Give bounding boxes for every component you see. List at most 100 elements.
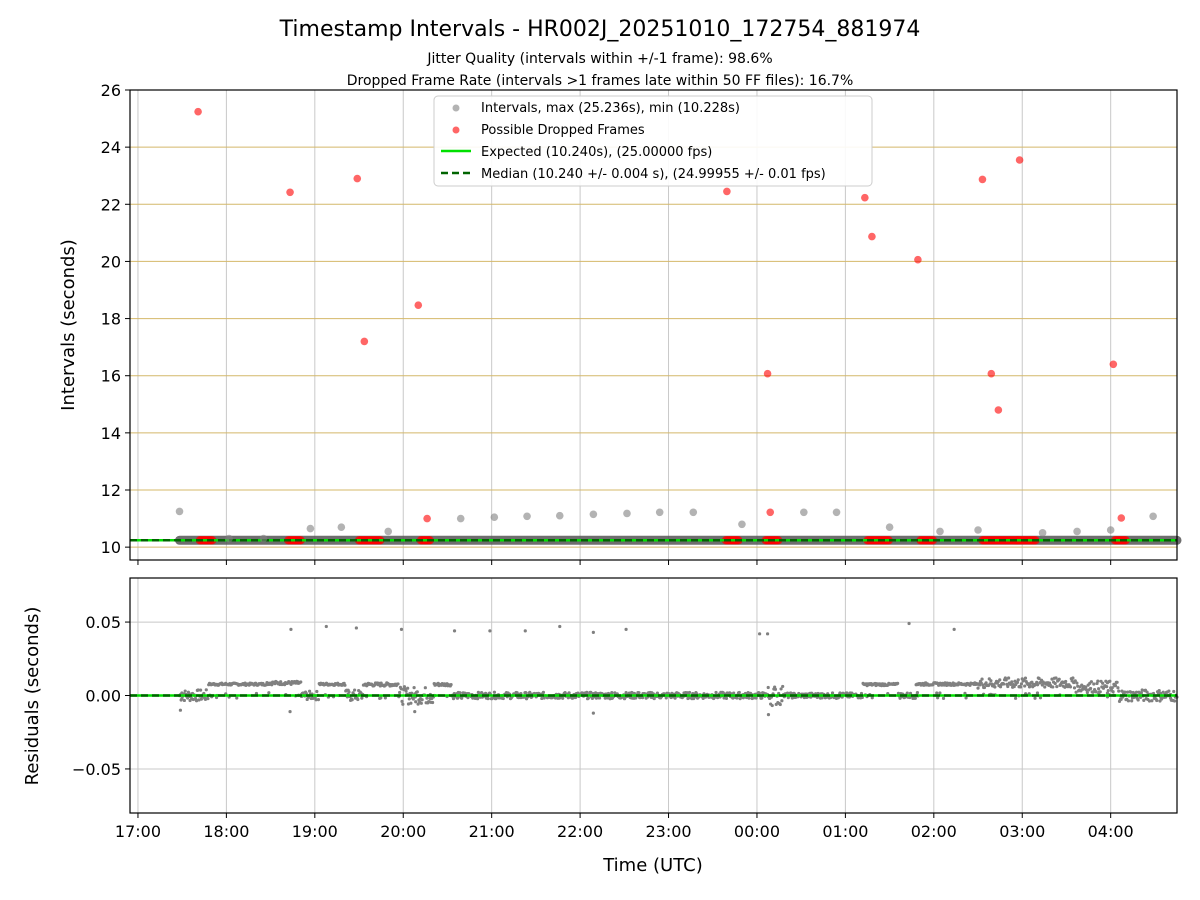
interval-point [1038, 529, 1047, 537]
residual-point [735, 696, 739, 700]
dropped-frame-point [723, 187, 731, 196]
residual-point [641, 696, 645, 700]
top-plot-frame [129, 89, 1178, 561]
residual-point [182, 698, 186, 703]
residual-point [267, 691, 271, 695]
residual-point [1094, 690, 1098, 694]
residual-point [401, 702, 405, 706]
residual-point [492, 690, 497, 694]
residual-point [1120, 689, 1124, 693]
residual-point [1091, 690, 1095, 694]
residual-point [1038, 696, 1043, 700]
top-y-tick-label: 16 [101, 367, 121, 386]
residual-point [203, 697, 208, 701]
residual-point [1123, 690, 1127, 694]
chart-title: Timestamp Intervals - HR002J_20251010_17… [279, 17, 921, 42]
residual-point [402, 685, 407, 689]
residual-point [1009, 682, 1013, 687]
residual-point [350, 698, 354, 702]
x-axis: 17:00 18:00 19:00 20:00 21:00 22:00 23:00 00:00… [115, 813, 1134, 841]
residual-point [1023, 684, 1027, 688]
residual-point [414, 700, 418, 704]
residual-point [1051, 685, 1055, 689]
residual-point [1156, 691, 1161, 695]
residual-point [1108, 679, 1112, 683]
residual-point [915, 691, 920, 695]
residual-point [1147, 699, 1152, 703]
residual-point [353, 688, 357, 692]
residual-point [1115, 680, 1119, 684]
residual-point [610, 696, 614, 700]
residual-point [938, 691, 942, 695]
interval-point [800, 508, 808, 517]
dropped-frame-point [868, 232, 876, 241]
residual-point [591, 711, 595, 715]
bottom-y-tick-label: 0.00 [85, 687, 121, 706]
residual-point [778, 702, 782, 707]
residual-point [963, 691, 967, 695]
residual-point [1145, 690, 1149, 694]
interval-point [523, 512, 531, 521]
residual-point [486, 697, 490, 701]
top-data-layer [130, 107, 1182, 545]
residual-point [1126, 690, 1130, 694]
x-tick-label: 21:00 [469, 822, 515, 841]
top-y-tick-label: 24 [101, 138, 121, 157]
residual-point [1072, 686, 1077, 690]
dropped-frame-point [286, 188, 294, 197]
residual-point [593, 691, 598, 695]
dropped-frame-point [978, 175, 987, 184]
residual-point [398, 690, 402, 695]
residual-point [1057, 677, 1061, 681]
x-tick-label: 17:00 [115, 822, 161, 841]
residual-point [407, 697, 411, 701]
residual-point [473, 696, 477, 701]
residual-point [204, 688, 208, 692]
residual-point [1172, 689, 1176, 694]
residual-point [976, 686, 980, 690]
residual-point [714, 690, 718, 695]
residual-point [785, 691, 790, 695]
residual-point [687, 690, 692, 695]
residual-point [1006, 684, 1010, 689]
residual-point [1167, 689, 1171, 693]
residual-point [515, 691, 519, 695]
residual-point [802, 695, 806, 700]
residual-point [896, 691, 901, 695]
residual-point [687, 696, 691, 700]
residual-point [1037, 676, 1041, 681]
residual-point [484, 691, 488, 695]
legend-entry-expected: Expected (10.240s), (25.00000 fps) [481, 145, 712, 160]
x-tick-label: 02:00 [911, 822, 957, 841]
residual-point [524, 690, 528, 695]
residual-point [1043, 685, 1047, 689]
residual-point [1028, 683, 1032, 687]
residual-point [315, 689, 319, 694]
top-y-tick-label: 14 [101, 424, 121, 443]
residual-point [634, 696, 638, 700]
dropped-frame-point [423, 514, 431, 523]
dropped-frame-point [766, 508, 775, 517]
top-panel: 10 12 14 16 18 20 22 24 26 Intervals (seconds) I… [58, 81, 1182, 565]
residual-point [194, 699, 199, 703]
residual-point [1155, 698, 1159, 703]
residual-point [452, 629, 457, 633]
residual-point [314, 698, 318, 702]
interval-point [175, 507, 184, 516]
x-tick-label: 18:00 [203, 822, 249, 841]
residual-point [1096, 679, 1100, 683]
residual-point [624, 691, 628, 695]
residual-point [186, 696, 190, 700]
x-tick-label: 23:00 [645, 822, 691, 841]
x-tick-label: 22:00 [557, 822, 603, 841]
residual-point [1084, 688, 1089, 692]
interval-point [623, 509, 631, 518]
interval-point [1149, 512, 1157, 521]
interval-point [974, 526, 982, 534]
residual-point [773, 687, 778, 691]
residual-point [456, 691, 461, 695]
residual-point [178, 708, 183, 712]
residual-point [420, 698, 424, 702]
residual-point [475, 697, 480, 701]
residual-point [1161, 690, 1165, 694]
